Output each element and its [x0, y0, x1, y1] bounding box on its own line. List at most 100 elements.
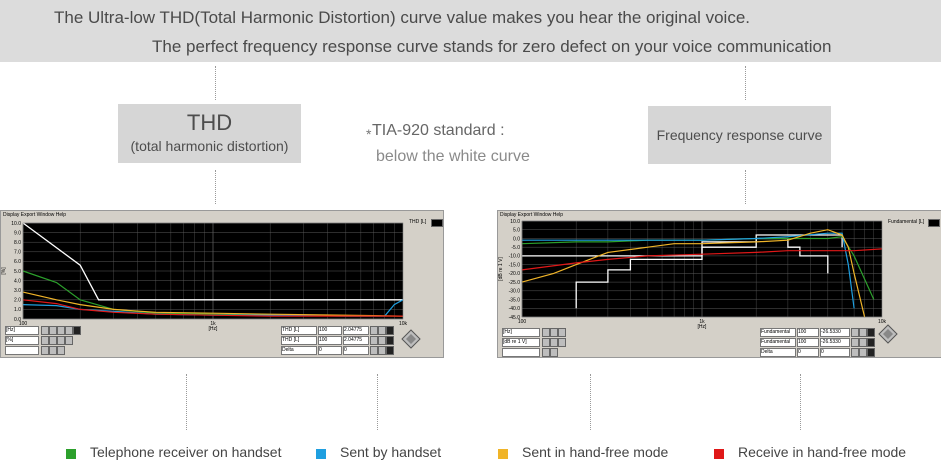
- cursor-label-field[interactable]: THD [L]: [281, 326, 317, 335]
- y-tick-label: 4.0: [14, 278, 21, 284]
- control-button[interactable]: [859, 338, 867, 347]
- control-button[interactable]: [851, 338, 859, 347]
- cursor-value-field[interactable]: 2.04775: [343, 326, 369, 335]
- navigation-pad-icon[interactable]: [401, 329, 421, 349]
- control-button[interactable]: [859, 348, 867, 357]
- legend-swatch: [316, 449, 326, 459]
- y-axis-label: [%]: [1, 267, 7, 275]
- control-button[interactable]: [49, 336, 57, 345]
- control-button[interactable]: [57, 336, 65, 345]
- trace-color-swatch[interactable]: [431, 219, 443, 227]
- series-line: [22, 299, 403, 317]
- control-button[interactable]: [542, 338, 550, 347]
- control-button[interactable]: [550, 328, 558, 337]
- x-unit-field[interactable]: [Hz]: [5, 326, 39, 335]
- cursor-freq-field[interactable]: 100: [797, 328, 819, 337]
- control-button[interactable]: [49, 346, 57, 355]
- trace-color-swatch[interactable]: [928, 219, 940, 227]
- control-button[interactable]: [41, 346, 49, 355]
- cursor-freq-field[interactable]: 100: [318, 326, 342, 335]
- cursor-freq-field[interactable]: 100: [318, 336, 342, 345]
- control-button[interactable]: [57, 346, 65, 355]
- y-tick-label: 1.0: [14, 307, 21, 313]
- banner-line-1: The Ultra-low THD(Total Harmonic Distort…: [54, 8, 751, 27]
- control-button[interactable]: [851, 328, 859, 337]
- y-tick-label: 0.0: [513, 236, 520, 242]
- connector-dots: [186, 374, 187, 430]
- control-button[interactable]: [851, 348, 859, 357]
- control-button[interactable]: [378, 326, 386, 335]
- control-button[interactable]: [41, 326, 49, 335]
- control-button[interactable]: [378, 336, 386, 345]
- control-button[interactable]: [867, 328, 875, 337]
- thd-menu-bar[interactable]: Display Export Window Help: [3, 212, 67, 218]
- y-tick-label: -25.0: [509, 280, 521, 286]
- connector-dots: [377, 374, 378, 430]
- control-button[interactable]: [386, 346, 394, 355]
- navigation-pad-icon[interactable]: [878, 324, 898, 344]
- control-button[interactable]: [57, 326, 65, 335]
- connector-dots: [745, 170, 746, 204]
- control-button[interactable]: [370, 346, 378, 355]
- fr-menu-bar[interactable]: Display Export Window Help: [500, 212, 564, 218]
- y-tick-label: -40.0: [509, 306, 521, 312]
- delta-label-field[interactable]: Delta: [760, 348, 796, 357]
- legend-label: Receive in hand-free mode: [738, 444, 907, 460]
- control-button[interactable]: [859, 328, 867, 337]
- delta-freq-field[interactable]: 0: [797, 348, 819, 357]
- cursor-value-field[interactable]: -26.5330: [820, 338, 850, 347]
- control-button[interactable]: [370, 336, 378, 345]
- control-button[interactable]: [867, 338, 875, 347]
- frequency-response-label-box: Frequency response curve: [648, 106, 831, 164]
- control-button[interactable]: [73, 326, 81, 335]
- control-button[interactable]: [542, 348, 550, 357]
- delta-value-field[interactable]: 0: [343, 346, 369, 355]
- y-unit-field[interactable]: [dB re 1 V]: [502, 338, 540, 347]
- extra-field[interactable]: [502, 348, 540, 357]
- banner-line-2: The perfect frequency response curve sta…: [152, 37, 832, 56]
- delta-label-field[interactable]: Delta: [281, 346, 317, 355]
- plot-frame: [521, 220, 883, 318]
- control-button[interactable]: [65, 336, 73, 345]
- delta-value-field[interactable]: 0: [820, 348, 850, 357]
- cursor-label-field[interactable]: THD [L]: [281, 336, 317, 345]
- cursor-label-field[interactable]: Fundamental: [760, 338, 796, 347]
- legend-label: Telephone receiver on handset: [90, 444, 282, 460]
- x-tick-label: 1k: [210, 321, 216, 327]
- series-line: [521, 248, 883, 271]
- control-button[interactable]: [370, 326, 378, 335]
- x-tick-label: 1k: [699, 319, 705, 325]
- frequency-response-title: Frequency response curve: [656, 127, 823, 143]
- control-button[interactable]: [386, 326, 394, 335]
- control-button[interactable]: [378, 346, 386, 355]
- x-tick-label: 10k: [878, 319, 887, 325]
- delta-freq-field[interactable]: 0: [318, 346, 342, 355]
- control-button[interactable]: [542, 328, 550, 337]
- y-tick-label: -45.0: [509, 315, 521, 321]
- cursor-freq-field[interactable]: 100: [797, 338, 819, 347]
- extra-field[interactable]: [5, 346, 39, 355]
- y-tick-label: 0.0: [14, 317, 21, 323]
- control-button[interactable]: [41, 336, 49, 345]
- control-button[interactable]: [867, 348, 875, 357]
- x-unit-field[interactable]: [Hz]: [502, 328, 540, 337]
- control-button[interactable]: [65, 326, 73, 335]
- connector-dots: [590, 374, 591, 430]
- control-button[interactable]: [550, 348, 558, 357]
- y-unit-field[interactable]: [%]: [5, 336, 39, 345]
- control-button[interactable]: [386, 336, 394, 345]
- cursor-value-field[interactable]: 2.04775: [343, 336, 369, 345]
- cursor-label-field[interactable]: Fundamental: [760, 328, 796, 337]
- header-banner: The Ultra-low THD(Total Harmonic Distort…: [0, 0, 941, 62]
- control-button[interactable]: [558, 338, 566, 347]
- x-tick-label: 100: [19, 321, 28, 327]
- control-button[interactable]: [49, 326, 57, 335]
- y-tick-label: -5.0: [511, 245, 520, 251]
- control-button[interactable]: [550, 338, 558, 347]
- control-button[interactable]: [558, 328, 566, 337]
- x-tick-label: 10k: [399, 321, 408, 327]
- frequency-response-chart: 10.0 5.0 0.0 -5.0 -10.0 -15.0 -20.0 -25.0 -30.0 -…: [498, 219, 887, 330]
- legend-label: Sent by handset: [340, 444, 442, 460]
- cursor-value-field[interactable]: -26.5330: [820, 328, 850, 337]
- y-tick-label: 9.0: [14, 230, 21, 236]
